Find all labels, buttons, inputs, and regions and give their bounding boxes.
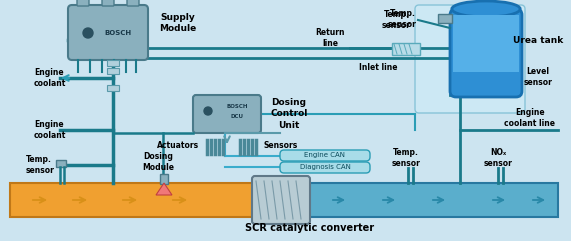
Bar xyxy=(107,85,119,91)
Bar xyxy=(107,68,119,74)
Text: Return
line: Return line xyxy=(315,28,345,48)
Text: Engine CAN: Engine CAN xyxy=(304,153,345,159)
Text: Engine
coolant: Engine coolant xyxy=(34,68,66,88)
FancyBboxPatch shape xyxy=(252,176,310,224)
Text: Sensors: Sensors xyxy=(264,141,298,150)
Text: Temp.
sensor: Temp. sensor xyxy=(387,9,416,29)
Text: Temp.
sensor: Temp. sensor xyxy=(381,10,410,30)
Text: Dosing
Control
Unit: Dosing Control Unit xyxy=(270,98,308,130)
FancyBboxPatch shape xyxy=(193,95,261,133)
Text: BOSCH: BOSCH xyxy=(226,105,248,109)
Circle shape xyxy=(204,107,212,115)
FancyBboxPatch shape xyxy=(77,0,89,6)
FancyBboxPatch shape xyxy=(280,150,370,161)
FancyBboxPatch shape xyxy=(102,0,114,6)
Text: Engine
coolant: Engine coolant xyxy=(34,120,66,140)
Text: DCU: DCU xyxy=(231,114,243,120)
Text: Dosing
Module: Dosing Module xyxy=(142,152,174,172)
Bar xyxy=(453,15,519,72)
FancyBboxPatch shape xyxy=(280,162,370,173)
Bar xyxy=(10,183,268,217)
Circle shape xyxy=(83,28,93,38)
Text: Level
sensor: Level sensor xyxy=(524,67,552,87)
Text: Supply
Module: Supply Module xyxy=(159,13,196,33)
FancyBboxPatch shape xyxy=(415,5,525,113)
Text: Urea tank: Urea tank xyxy=(513,36,563,45)
Text: SCR catalytic converter: SCR catalytic converter xyxy=(246,223,375,233)
Text: Actuators: Actuators xyxy=(157,141,199,150)
Bar xyxy=(392,43,420,55)
Text: Temp.
sensor: Temp. sensor xyxy=(26,155,55,175)
Text: BOSCH: BOSCH xyxy=(104,30,131,36)
Bar xyxy=(160,174,168,184)
FancyBboxPatch shape xyxy=(450,9,522,97)
Text: NOₓ
sensor: NOₓ sensor xyxy=(484,148,512,168)
Bar xyxy=(107,60,119,66)
Bar xyxy=(302,183,558,217)
Text: Engine
coolant line: Engine coolant line xyxy=(505,108,556,128)
FancyBboxPatch shape xyxy=(127,0,139,6)
FancyBboxPatch shape xyxy=(68,5,148,60)
Text: Diagnosis CAN: Diagnosis CAN xyxy=(300,165,351,170)
Polygon shape xyxy=(156,183,172,195)
Bar xyxy=(438,14,452,23)
Text: Inlet line: Inlet line xyxy=(359,63,397,73)
Ellipse shape xyxy=(452,1,520,17)
Text: Temp.
sensor: Temp. sensor xyxy=(392,148,420,168)
Bar xyxy=(56,160,66,167)
